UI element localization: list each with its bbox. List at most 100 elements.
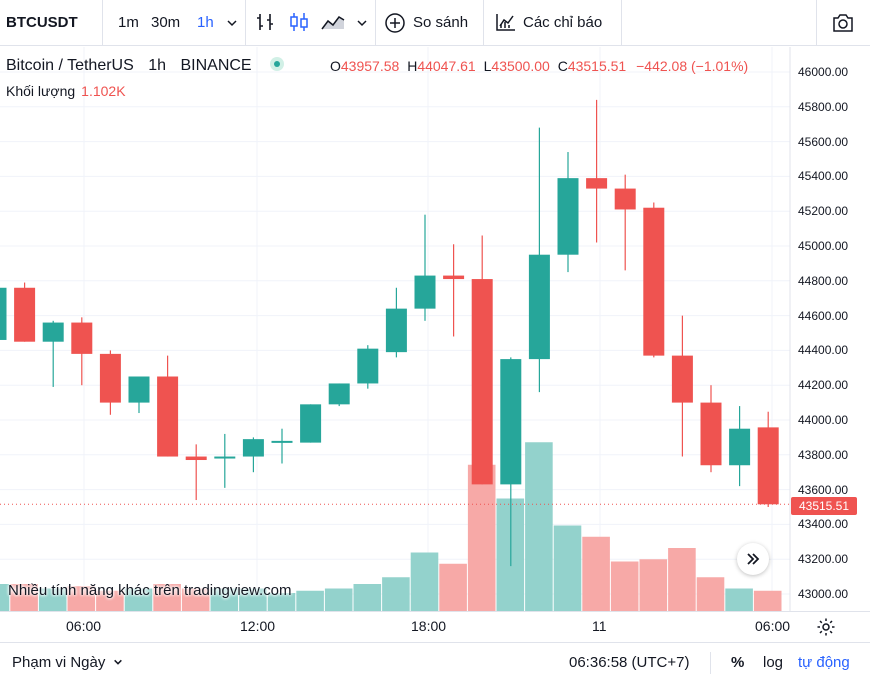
symbol-title: Bitcoin / TetherUS: [6, 57, 134, 74]
volume-bar: [639, 559, 668, 611]
candles-chart-type-icon[interactable]: [288, 11, 310, 38]
volume-bar: [324, 588, 353, 611]
volume-bar: [668, 548, 696, 611]
volume-bar: [467, 464, 496, 611]
volume-label: Khối lượng: [6, 83, 76, 99]
candle-body: [414, 275, 436, 309]
change-value: −442.08 (−1.01%): [636, 58, 749, 74]
price-tick: 43000.00: [798, 587, 849, 601]
price-tick: 44000.00: [798, 413, 849, 427]
legend-exchange: BINANCE: [180, 57, 252, 74]
volume-bar: [382, 577, 410, 611]
timezone-clock[interactable]: 06:36:58 (UTC+7): [569, 654, 690, 671]
volume-bar: [296, 590, 324, 611]
toolbar-divider: [621, 0, 622, 46]
indicators-button[interactable]: Các chỉ báo: [523, 14, 603, 31]
candle-body: [328, 383, 350, 405]
candle-body: [643, 207, 665, 356]
indicators-icon[interactable]: [494, 11, 518, 38]
candle-body: [157, 376, 179, 457]
open-value: 43957.58: [340, 58, 400, 74]
time-tick: 12:00: [240, 618, 276, 634]
time-tick: 18:00: [411, 618, 447, 634]
volume-bar: [67, 586, 96, 611]
compare-button[interactable]: So sánh: [413, 14, 469, 31]
candle-body: [586, 178, 608, 189]
time-axis[interactable]: [0, 611, 870, 641]
toolbar-divider: [375, 0, 376, 46]
interval-30m-button[interactable]: 30m: [151, 14, 181, 31]
price-tick: 44600.00: [798, 308, 849, 323]
double-chevron-right-icon: [747, 553, 760, 565]
toolbar-divider: [102, 0, 103, 46]
symbol-search-button[interactable]: BTCUSDT: [6, 14, 78, 31]
volume-bar: [439, 563, 467, 611]
price-tick: 44800.00: [798, 273, 849, 288]
bottom-divider: [710, 652, 711, 674]
high-value: 44047.61: [417, 58, 476, 74]
candle-body: [500, 359, 522, 485]
price-tick: 46000.00: [798, 65, 849, 79]
symbol-legend: Bitcoin / TetherUS 1h BINANCE: [6, 56, 285, 75]
candle-body: [757, 427, 779, 505]
log-scale-toggle[interactable]: log: [763, 654, 784, 671]
price-tick: 45800.00: [798, 99, 849, 114]
volume-bar: [582, 536, 610, 611]
volume-bar: [96, 590, 124, 611]
promo-text[interactable]: Nhiều tính năng khác trên tradingview.co…: [8, 582, 292, 599]
candle-body: [42, 322, 64, 342]
volume-bar: [525, 442, 553, 611]
interval-1m-button[interactable]: 1m: [118, 14, 139, 31]
volume-bar: [38, 588, 67, 611]
area-chart-type-icon[interactable]: [320, 11, 346, 38]
candle-body: [528, 254, 550, 360]
date-range-button[interactable]: Phạm vi Ngày: [12, 654, 123, 671]
interval-1h-button[interactable]: 1h: [197, 14, 214, 31]
volume-bar: [553, 525, 582, 611]
volume-bar: [10, 584, 38, 611]
time-tick: 11: [592, 618, 607, 634]
time-tick: 06:00: [66, 618, 102, 634]
legend-interval: 1h: [148, 57, 167, 74]
volume-bar: [410, 552, 439, 611]
candle-body: [128, 376, 150, 403]
candle-body: [71, 322, 93, 354]
date-range-label: Phạm vi Ngày: [12, 654, 106, 671]
camera-snapshot-icon[interactable]: [831, 12, 855, 39]
candles: [0, 99, 779, 567]
bar-chart-type-icon[interactable]: [255, 11, 277, 38]
volume-bar: [610, 561, 639, 611]
interval-dropdown-chevron-icon[interactable]: [226, 16, 238, 34]
price-tick: 45000.00: [798, 239, 849, 253]
candlestick-chart[interactable]: [0, 47, 870, 647]
candle-body: [471, 279, 493, 485]
price-tick: 45200.00: [798, 204, 849, 219]
volume-legend: Khối lượng 1.102K: [6, 83, 126, 99]
market-status-icon[interactable]: [270, 57, 285, 71]
candle-body: [614, 188, 636, 210]
scroll-to-realtime-button[interactable]: [737, 543, 769, 575]
auto-scale-toggle[interactable]: tự động: [798, 654, 850, 671]
candle-body: [14, 287, 36, 342]
volume-bar: [353, 584, 382, 611]
volume-bar: [239, 588, 267, 611]
chart-type-dropdown-chevron-icon[interactable]: [356, 16, 368, 34]
candle-body: [443, 275, 465, 280]
time-tick: 06:00: [755, 618, 791, 634]
add-compare-icon[interactable]: [384, 12, 406, 39]
low-value: 43500.00: [491, 58, 550, 74]
price-tick: 43600.00: [798, 482, 849, 497]
candle-body: [729, 428, 751, 466]
percent-scale-toggle[interactable]: %: [731, 654, 745, 671]
volume-bar: [725, 588, 753, 611]
candle-body: [242, 439, 264, 457]
top-toolbar: BTCUSDT 1m 30m 1h So sánh Các chỉ báo: [0, 0, 870, 46]
candle-body: [99, 353, 121, 403]
price-tick: 44400.00: [798, 343, 849, 358]
last-price-label: 43515.51: [791, 497, 857, 515]
bottom-bar: [0, 642, 870, 683]
chevron-down-icon: [113, 659, 122, 665]
chart-settings-gear-icon[interactable]: [816, 617, 836, 642]
candle-body: [300, 404, 322, 443]
candle-body: [357, 348, 379, 384]
